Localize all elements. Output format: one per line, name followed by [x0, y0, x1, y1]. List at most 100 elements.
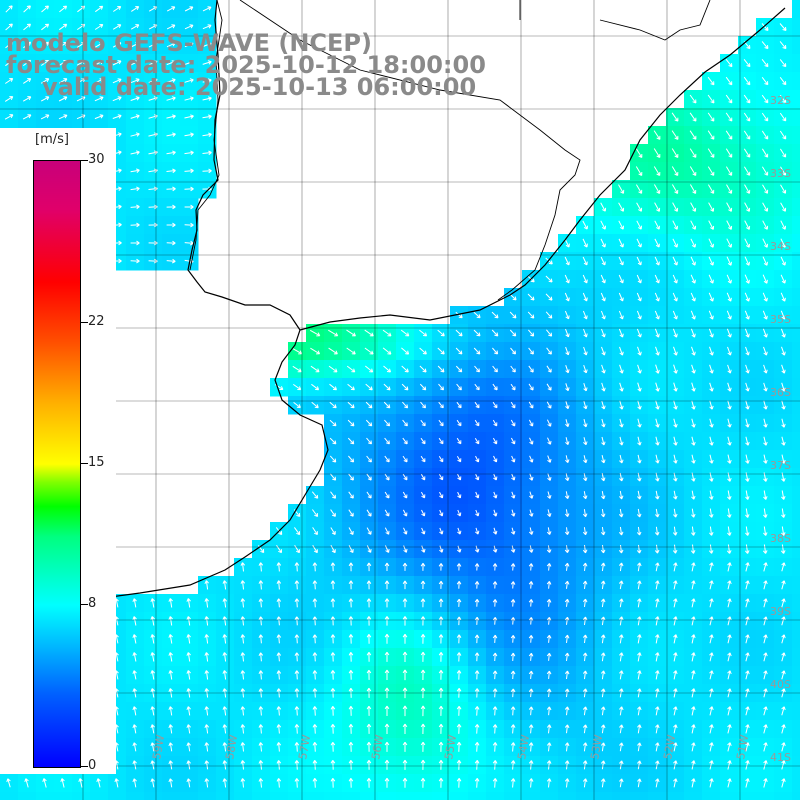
wind-arrow	[509, 329, 517, 337]
wind-arrow	[637, 436, 642, 446]
wind-arrow	[546, 598, 552, 607]
wind-speed-cell	[18, 792, 37, 800]
wind-arrow	[618, 220, 624, 230]
wind-arrow	[511, 509, 516, 517]
wind-arrow	[673, 490, 678, 500]
wind-arrow	[709, 454, 714, 464]
wind-arrow	[528, 401, 534, 409]
wind-arrow	[330, 634, 336, 644]
wind-arrow	[492, 563, 498, 571]
wind-arrow	[654, 544, 660, 554]
wind-arrow	[689, 184, 697, 194]
wind-arrow	[690, 256, 696, 266]
wind-arrow	[636, 202, 643, 212]
wind-arrow	[384, 580, 390, 590]
wind-arrow	[600, 274, 606, 284]
wind-arrow	[438, 634, 444, 644]
wind-arrow	[727, 598, 732, 608]
wind-arrow	[166, 204, 176, 210]
wind-arrow	[691, 562, 696, 572]
wind-arrow	[384, 545, 390, 553]
wind-arrow	[546, 760, 552, 770]
wind-arrow	[780, 544, 786, 554]
wind-arrow	[258, 778, 264, 788]
wind-speed-cell	[792, 396, 800, 415]
wind-speed-cell	[792, 594, 800, 613]
uruguay-brazil-coastline	[299, 7, 786, 331]
colorbar-legend: [m/s] 0 8 15 22 30	[0, 128, 116, 774]
wind-arrow	[58, 41, 68, 49]
wind-arrow	[132, 760, 137, 770]
wind-arrow	[761, 94, 769, 104]
wind-arrow	[402, 723, 408, 734]
wind-arrow	[726, 220, 733, 230]
wind-arrow	[184, 6, 194, 12]
wind-speed-cell	[792, 432, 800, 451]
wind-arrow	[601, 346, 606, 356]
wind-arrow	[112, 96, 122, 102]
wind-arrow	[654, 202, 661, 212]
wind-arrow	[292, 365, 302, 373]
wind-arrow	[582, 292, 588, 302]
wind-arrow	[204, 580, 209, 590]
wind-arrow	[293, 527, 301, 536]
wind-arrow	[402, 491, 408, 499]
wind-arrow	[510, 706, 516, 716]
wind-arrow	[76, 114, 86, 120]
longitude-label: 58W	[223, 734, 240, 761]
wind-arrow	[474, 383, 480, 391]
wind-arrow	[582, 598, 588, 607]
wind-arrow	[745, 454, 750, 464]
wind-arrow	[673, 778, 678, 788]
wind-arrow	[402, 741, 408, 752]
wind-arrow	[781, 490, 786, 500]
wind-arrow	[564, 634, 570, 643]
wind-arrow	[184, 114, 194, 119]
wind-arrow	[474, 724, 480, 734]
wind-arrow	[781, 400, 786, 410]
wind-arrow	[672, 292, 678, 302]
wind-arrow	[166, 60, 176, 66]
wind-arrow	[653, 130, 661, 140]
wind-arrow	[655, 760, 660, 770]
wind-arrow	[166, 240, 176, 246]
wind-arrow	[564, 491, 570, 500]
wind-arrow	[564, 473, 570, 482]
wind-arrow	[438, 598, 444, 608]
wind-arrow	[546, 401, 552, 409]
wind-arrow	[745, 634, 750, 644]
wind-arrow	[420, 669, 426, 681]
wind-arrow	[565, 328, 570, 338]
wind-arrow	[58, 60, 68, 66]
wind-arrow	[655, 778, 660, 788]
wind-arrow	[583, 418, 588, 428]
wind-arrow	[671, 130, 679, 140]
wind-arrow	[744, 328, 750, 338]
wind-arrow	[202, 60, 212, 65]
wind-arrow	[474, 706, 480, 716]
wind-arrow	[763, 760, 768, 770]
wind-speed-cell	[792, 126, 800, 145]
wind-arrow	[455, 365, 463, 373]
wind-arrow	[492, 599, 498, 607]
wind-arrow	[294, 706, 300, 716]
wind-arrow	[5, 78, 14, 84]
wind-arrow	[673, 652, 678, 662]
wind-arrow	[456, 437, 462, 445]
wind-arrow	[583, 455, 588, 464]
wind-arrow	[457, 491, 462, 499]
wind-arrow	[763, 634, 768, 644]
wind-arrow	[456, 598, 462, 607]
wind-arrow	[401, 383, 409, 391]
wind-arrow	[707, 130, 715, 140]
wind-arrow	[309, 329, 321, 337]
wind-arrow	[672, 256, 678, 266]
wind-arrow	[619, 436, 624, 446]
wind-arrow	[438, 473, 444, 481]
latitude-label: 39S	[770, 605, 791, 618]
wind-arrow	[204, 778, 210, 788]
wind-arrow	[691, 778, 696, 788]
wind-arrow	[709, 346, 714, 356]
wind-arrow	[493, 455, 498, 463]
